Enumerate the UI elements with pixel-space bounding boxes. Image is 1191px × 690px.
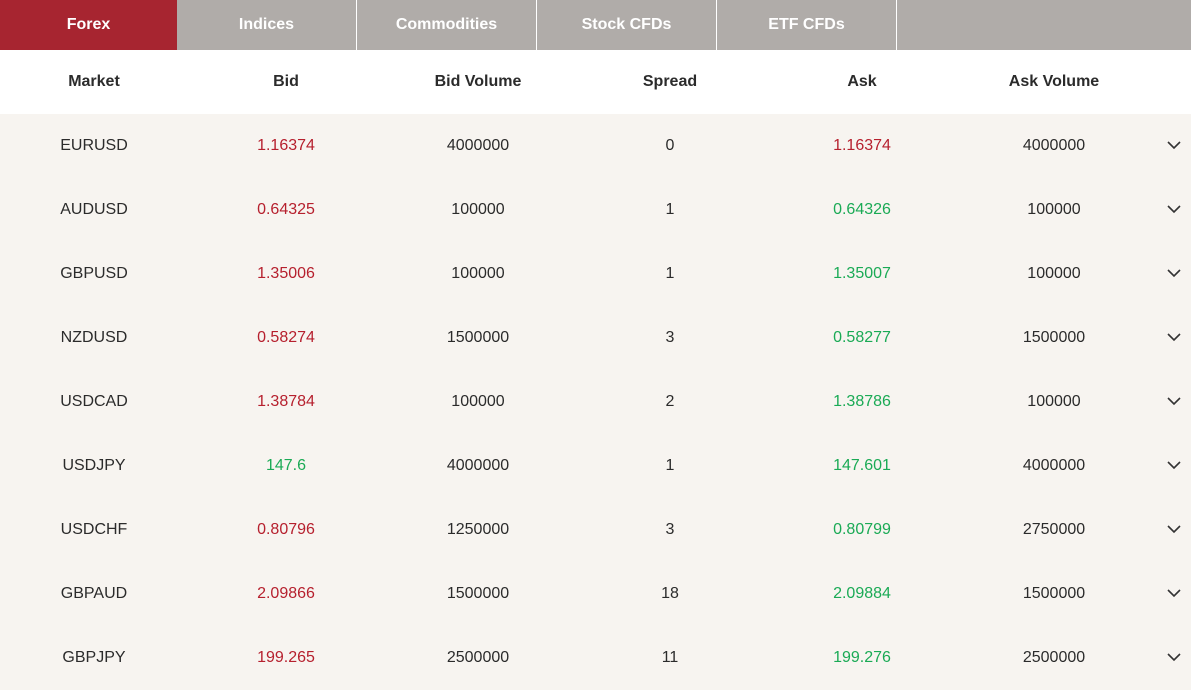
market-cell: GBPJPY bbox=[62, 649, 126, 666]
ask-cell: 1.16374 bbox=[833, 137, 891, 154]
table-row[interactable]: NZDUSD 0.58274 1500000 3 0.58277 1500000 bbox=[0, 306, 1191, 370]
spread-cell: 0 bbox=[665, 137, 675, 154]
bid-cell: 1.35006 bbox=[257, 265, 315, 282]
expand-row-button[interactable] bbox=[1158, 498, 1188, 562]
bid-cell: 199.265 bbox=[257, 649, 315, 666]
ask-cell: 0.80799 bbox=[833, 521, 891, 538]
ask-cell: 0.58277 bbox=[833, 329, 891, 346]
table-row[interactable]: EURUSD 1.16374 4000000 0 1.16374 4000000 bbox=[0, 114, 1191, 178]
ask-cell: 1.35007 bbox=[833, 265, 891, 282]
bid-volume-cell: 100000 bbox=[451, 265, 505, 282]
table-row[interactable]: GBPAUD 2.09866 1500000 18 2.09884 1500000 bbox=[0, 562, 1191, 626]
chevron-down-icon bbox=[1167, 588, 1181, 600]
ask-volume-cell: 100000 bbox=[1027, 393, 1081, 410]
ask-cell: 147.601 bbox=[833, 457, 891, 474]
tab-forex[interactable]: Forex bbox=[0, 0, 177, 50]
column-header-spread: Spread bbox=[642, 73, 698, 90]
chevron-down-icon bbox=[1167, 396, 1181, 408]
column-header-bid: Bid bbox=[273, 73, 299, 90]
chevron-down-icon bbox=[1167, 524, 1181, 536]
spread-cell: 2 bbox=[665, 393, 675, 410]
chevron-down-icon bbox=[1167, 460, 1181, 472]
tab-bar-filler bbox=[897, 0, 1191, 50]
bid-volume-cell: 1500000 bbox=[446, 585, 510, 602]
market-cell: USDCHF bbox=[60, 521, 128, 538]
ask-volume-cell: 100000 bbox=[1027, 265, 1081, 282]
ask-cell: 2.09884 bbox=[833, 585, 891, 602]
expand-row-button[interactable] bbox=[1158, 178, 1188, 242]
bid-volume-cell: 100000 bbox=[451, 393, 505, 410]
market-cell: NZDUSD bbox=[60, 329, 128, 346]
chevron-down-icon bbox=[1167, 652, 1181, 664]
market-cell: GBPUSD bbox=[60, 265, 128, 282]
market-cell: AUDUSD bbox=[60, 201, 128, 218]
expand-row-button[interactable] bbox=[1158, 626, 1188, 690]
quotes-table-body: EURUSD 1.16374 4000000 0 1.16374 4000000 AUDUS… bbox=[0, 114, 1191, 690]
column-header-bid-volume: Bid Volume bbox=[434, 73, 522, 90]
bid-cell: 0.80796 bbox=[257, 521, 315, 538]
column-header-market: Market bbox=[68, 73, 120, 90]
spread-cell: 18 bbox=[661, 585, 679, 602]
tab-commodities[interactable]: Commodities bbox=[357, 0, 537, 50]
market-cell: EURUSD bbox=[60, 137, 128, 154]
spread-cell: 1 bbox=[665, 201, 675, 218]
bid-volume-cell: 4000000 bbox=[446, 457, 510, 474]
ask-cell: 0.64326 bbox=[833, 201, 891, 218]
ask-volume-cell: 1500000 bbox=[1022, 329, 1086, 346]
table-row[interactable]: GBPJPY 199.265 2500000 11 199.276 2500000 bbox=[0, 626, 1191, 690]
bid-volume-cell: 100000 bbox=[451, 201, 505, 218]
table-row[interactable]: USDCAD 1.38784 100000 2 1.38786 100000 bbox=[0, 370, 1191, 434]
expand-row-button[interactable] bbox=[1158, 434, 1188, 498]
bid-cell: 0.64325 bbox=[257, 201, 315, 218]
bid-cell: 1.16374 bbox=[257, 137, 315, 154]
tab-indices[interactable]: Indices bbox=[177, 0, 357, 50]
spread-cell: 1 bbox=[665, 265, 675, 282]
spread-cell: 1 bbox=[665, 457, 675, 474]
expand-row-button[interactable] bbox=[1158, 114, 1188, 178]
table-row[interactable]: AUDUSD 0.64325 100000 1 0.64326 100000 bbox=[0, 178, 1191, 242]
market-cell: GBPAUD bbox=[60, 585, 128, 602]
ask-volume-cell: 2500000 bbox=[1022, 649, 1086, 666]
ask-cell: 199.276 bbox=[833, 649, 891, 666]
table-row[interactable]: USDJPY 147.6 4000000 1 147.601 4000000 bbox=[0, 434, 1191, 498]
chevron-down-icon bbox=[1167, 268, 1181, 280]
column-header-ask-volume: Ask Volume bbox=[1008, 73, 1100, 90]
ask-volume-cell: 4000000 bbox=[1022, 457, 1086, 474]
table-header: Market Bid Bid Volume Spread Ask Ask Vol… bbox=[0, 50, 1191, 114]
tab-stock-cfds[interactable]: Stock CFDs bbox=[537, 0, 717, 50]
ask-cell: 1.38786 bbox=[833, 393, 891, 410]
table-row[interactable]: GBPUSD 1.35006 100000 1 1.35007 100000 bbox=[0, 242, 1191, 306]
bid-cell: 147.6 bbox=[265, 457, 307, 474]
spread-cell: 3 bbox=[665, 521, 675, 538]
bid-volume-cell: 2500000 bbox=[446, 649, 510, 666]
tab-etf-cfds[interactable]: ETF CFDs bbox=[717, 0, 897, 50]
bid-volume-cell: 1250000 bbox=[446, 521, 510, 538]
bid-volume-cell: 1500000 bbox=[446, 329, 510, 346]
bid-cell: 1.38784 bbox=[257, 393, 315, 410]
market-tabs: Forex Indices Commodities Stock CFDs ETF… bbox=[0, 0, 1191, 50]
chevron-down-icon bbox=[1167, 140, 1181, 152]
bid-cell: 2.09866 bbox=[257, 585, 315, 602]
chevron-down-icon bbox=[1167, 204, 1181, 216]
market-cell: USDCAD bbox=[60, 393, 128, 410]
table-row[interactable]: USDCHF 0.80796 1250000 3 0.80799 2750000 bbox=[0, 498, 1191, 562]
expand-row-button[interactable] bbox=[1158, 306, 1188, 370]
expand-row-button[interactable] bbox=[1158, 242, 1188, 306]
expand-row-button[interactable] bbox=[1158, 370, 1188, 434]
expand-row-button[interactable] bbox=[1158, 562, 1188, 626]
spread-cell: 11 bbox=[661, 649, 679, 666]
ask-volume-cell: 4000000 bbox=[1022, 137, 1086, 154]
ask-volume-cell: 1500000 bbox=[1022, 585, 1086, 602]
column-header-ask: Ask bbox=[847, 73, 877, 90]
bid-cell: 0.58274 bbox=[257, 329, 315, 346]
chevron-down-icon bbox=[1167, 332, 1181, 344]
bid-volume-cell: 4000000 bbox=[446, 137, 510, 154]
spread-cell: 3 bbox=[665, 329, 675, 346]
market-cell: USDJPY bbox=[62, 457, 126, 474]
ask-volume-cell: 2750000 bbox=[1022, 521, 1086, 538]
ask-volume-cell: 100000 bbox=[1027, 201, 1081, 218]
